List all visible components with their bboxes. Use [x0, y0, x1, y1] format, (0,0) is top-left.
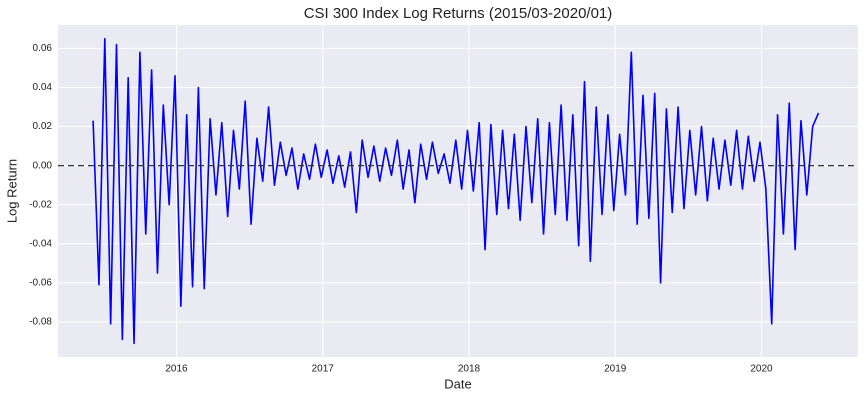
- y-tick-label: 0.06: [33, 43, 53, 54]
- x-tick-label: 2016: [165, 364, 188, 375]
- y-tick-label: 0.02: [33, 121, 53, 132]
- y-tick-label: -0.06: [29, 277, 52, 288]
- x-tick-label: 2020: [750, 364, 773, 375]
- y-tick-label: -0.08: [29, 316, 52, 327]
- x-axis-label: Date: [444, 376, 471, 391]
- y-tick-label: -0.02: [29, 199, 52, 210]
- chart-title: CSI 300 Index Log Returns (2015/03-2020/…: [304, 5, 613, 22]
- y-axis-label: Log Return: [4, 159, 19, 223]
- data-line: [92, 37, 820, 345]
- x-tick-label: 2017: [312, 364, 335, 375]
- y-tick-label: 0.00: [33, 160, 53, 171]
- y-tick-label: -0.04: [29, 238, 52, 249]
- x-tick-label: 2018: [458, 364, 481, 375]
- plot-background: [58, 25, 858, 357]
- y-tick-label: 0.04: [33, 82, 53, 93]
- x-tick-label: 2019: [604, 364, 627, 375]
